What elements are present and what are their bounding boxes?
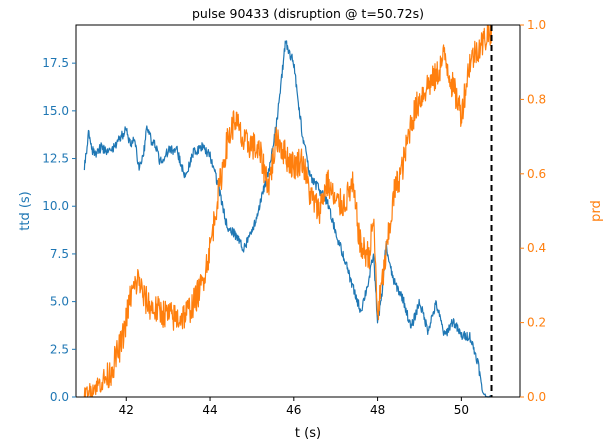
- y-left-tick-label: 5.0: [50, 295, 69, 309]
- y-left-tick-label: 10.0: [42, 199, 69, 213]
- y-left-tick-label: 12.5: [42, 152, 69, 166]
- y-left-axis-title: ttd (s): [18, 191, 33, 231]
- x-axis-title: t (s): [295, 426, 321, 441]
- y-left-tick-label: 0.0: [50, 390, 69, 404]
- y-left-tick-label: 7.5: [50, 247, 69, 261]
- y-right-tick-label: 0.4: [527, 241, 546, 255]
- y-right-tick-label: 1.0: [527, 18, 546, 32]
- y-left-tick-label: 17.5: [42, 56, 69, 70]
- y-left-tick-label: 15.0: [42, 104, 69, 118]
- y-right-tick-label: 0.8: [527, 92, 546, 106]
- prd-series-line: [83, 24, 493, 398]
- x-tick-label: 42: [119, 403, 134, 417]
- y-right-tick-label: 0.2: [527, 316, 546, 330]
- x-tick-label: 48: [370, 403, 385, 417]
- y-right-axis-title: prd: [589, 200, 604, 222]
- y-left-tick-label: 2.5: [50, 342, 69, 356]
- plot-area: 42 44 46 48 50 0.0 2.5 5.0 7.5 10.0 12.5 15.0 17.5 0.…: [42, 18, 546, 417]
- ttd-series-line: [83, 40, 492, 398]
- plot-frame: [75, 24, 521, 398]
- y-right-tick-label: 0.6: [527, 167, 546, 181]
- x-tick-label: 46: [286, 403, 301, 417]
- chart-title: pulse 90433 (disruption @ t=50.72s): [192, 6, 424, 21]
- x-tick-label: 50: [454, 403, 469, 417]
- x-tick-label: 44: [202, 403, 217, 417]
- y-right-tick-label: 0.0: [527, 390, 546, 404]
